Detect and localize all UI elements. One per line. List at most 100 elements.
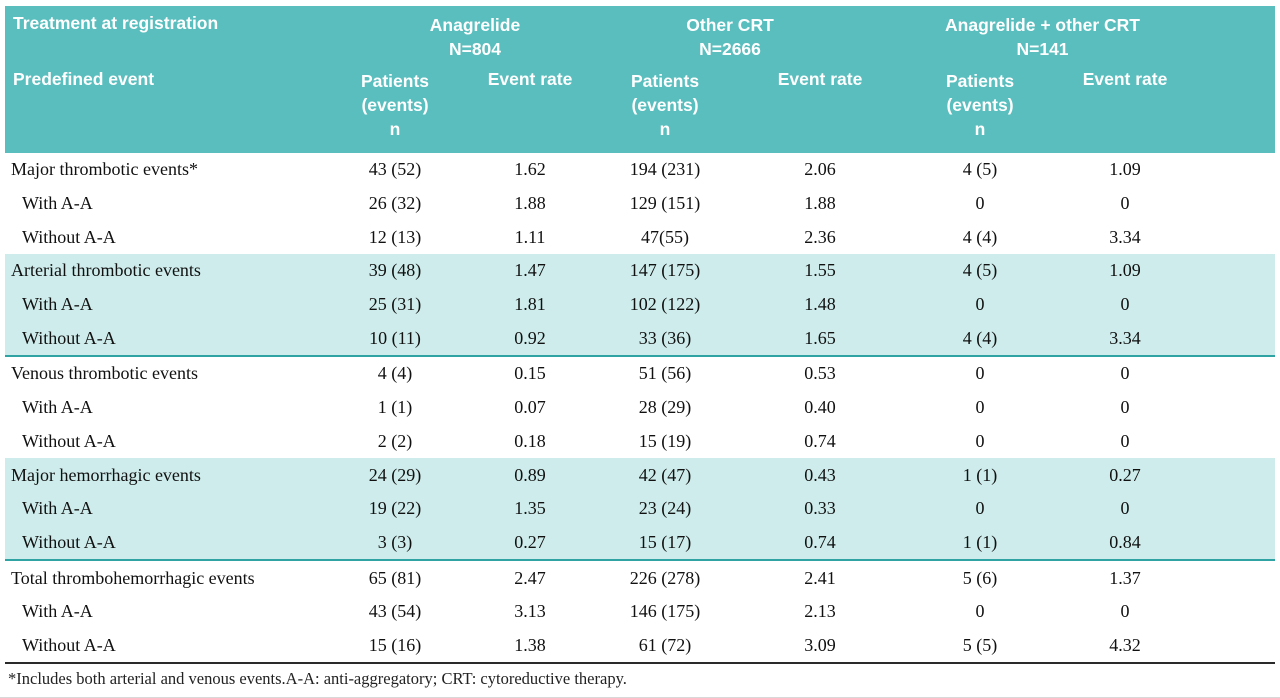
cell-value: 1.48 (720, 287, 921, 322)
cell-value: 0 (1120, 193, 1130, 214)
group-title: Other CRT (686, 15, 774, 35)
cell-value: 0 (1040, 491, 1276, 526)
row-label: Without A-A (22, 226, 116, 247)
header-patients-anagrelide-other-crt: Patients (events) n (920, 69, 1041, 153)
events-line: (events) (946, 95, 1014, 115)
row-label: With A-A (22, 397, 93, 418)
table-row: Arterial thrombotic events 39 (48) 1.47 147… (5, 254, 1276, 288)
cell-value: 0 (975, 601, 985, 622)
footnote: *Includes both arterial and venous event… (8, 669, 627, 689)
cell-value: 2.47 (514, 567, 546, 588)
event-rate-label: Event rate (1082, 69, 1168, 89)
table-header: Treatment at registration Anagrelide N=8… (5, 6, 1276, 153)
n-line: n (389, 119, 401, 139)
table-row: Without A-A 12 (13) 1.11 47(55) 2.36 4 (4) 3.3… (5, 220, 1275, 254)
cell-value: 0.27 (1040, 458, 1276, 492)
cell-value: 4.32 (1040, 628, 1276, 665)
cell-value: 15 (17) (610, 525, 721, 562)
cell-value: 1.88 (514, 193, 546, 214)
cell-value: 2.13 (804, 601, 836, 622)
row-label: Without A-A (5, 628, 340, 665)
cell-value: 10 (11) (340, 321, 450, 358)
cell-value: 1.11 (514, 226, 546, 247)
group-header-other-crt: Other CRT N=2666 (610, 6, 921, 69)
cell-value: 3 (3) (340, 525, 450, 562)
header-predefined-event: Predefined event (5, 69, 340, 153)
cell-value: 3.34 (1109, 226, 1141, 247)
cell-value: 4 (5) (962, 159, 998, 180)
group-n: N=141 (1016, 39, 1069, 59)
cell-value: 15 (19) (638, 430, 692, 451)
table-row: With A-A 1 (1) 0.07 28 (29) 0.40 0 0 (5, 391, 1275, 425)
group-header-anagrelide: Anagrelide N=804 (340, 6, 611, 69)
cell-value: 42 (47) (610, 458, 721, 492)
cell-value: 0.07 (514, 397, 546, 418)
cell-value: 3.09 (720, 628, 921, 665)
cell-value: 0.43 (720, 458, 921, 492)
cell-value: 3.34 (1040, 321, 1276, 358)
cell-value: 0.92 (450, 321, 611, 358)
cell-value: 1.47 (450, 254, 611, 288)
cell-value: 28 (29) (638, 397, 692, 418)
header-patients-anagrelide: Patients (events) n (340, 69, 450, 153)
cell-value: 33 (36) (610, 321, 721, 358)
events-line: (events) (361, 95, 429, 115)
cell-value: 0 (975, 397, 985, 418)
row-label: Venous thrombotic events (11, 363, 198, 384)
row-label: Major thrombotic events* (11, 159, 198, 180)
cell-value: 61 (72) (610, 628, 721, 665)
cell-value: 43 (54) (368, 601, 422, 622)
row-label: With A-A (5, 491, 340, 526)
cell-value: 0 (920, 491, 1041, 526)
cell-value: 51 (56) (638, 363, 692, 384)
group-n: N=804 (448, 39, 502, 59)
cell-value: 19 (22) (340, 491, 450, 526)
cell-value: 0 (975, 193, 985, 214)
cell-value: 4 (4) (377, 363, 413, 384)
cell-value: 2 (2) (377, 430, 413, 451)
table-row: Without A-A 15 (16) 1.38 61 (72) 3.09 5 (5) 4.… (5, 628, 1276, 665)
patients-line: Patients (945, 71, 1015, 91)
cell-value: 47(55) (641, 226, 690, 247)
row-label: With A-A (22, 601, 93, 622)
cell-value: 0.33 (720, 491, 921, 526)
predefined-events-table: Treatment at registration Anagrelide N=8… (5, 6, 1276, 665)
header-event-rate-anagrelide: Event rate (450, 69, 611, 153)
n-line: n (974, 119, 986, 139)
cell-value: 0.74 (804, 430, 836, 451)
cell-value: 65 (81) (368, 567, 422, 588)
header-patients-other-crt: Patients (events) n (610, 69, 721, 153)
table-row: Without A-A 3 (3) 0.27 15 (17) 0.74 1 (1) 0.84 (5, 525, 1276, 562)
table-row: With A-A 26 (32) 1.88 129 (151) 1.88 0 0 (5, 187, 1275, 221)
cell-value: 1.09 (1040, 254, 1276, 288)
treatment-at-registration-label: Treatment at registration (13, 13, 219, 33)
row-label: Arterial thrombotic events (5, 254, 340, 288)
predefined-event-label: Predefined event (13, 69, 155, 89)
cell-value: 226 (278) (629, 567, 701, 588)
row-label: Total thrombohemorrhagic events (11, 567, 255, 588)
cell-value: 39 (48) (340, 254, 450, 288)
table-row: With A-A 43 (54) 3.13 146 (175) 2.13 0 0 (5, 595, 1275, 629)
table-row: Without A-A 2 (2) 0.18 15 (19) 0.74 0 0 (5, 425, 1275, 459)
cell-value: 0.40 (804, 397, 836, 418)
cell-value: 1 (1) (920, 525, 1041, 562)
cell-value: 2.41 (804, 567, 836, 588)
table-body: Major thrombotic events* 43 (52) 1.62 194 (… (5, 153, 1276, 665)
cell-value: 4 (5) (920, 254, 1041, 288)
cell-value: 15 (16) (340, 628, 450, 665)
cell-value: 129 (151) (629, 193, 701, 214)
cell-value: 147 (175) (610, 254, 721, 288)
cell-value: 0.53 (804, 363, 836, 384)
cell-value: 1 (1) (920, 458, 1041, 492)
table-row: Total thrombohemorrhagic events 65 (81) 2.… (5, 560, 1275, 595)
cell-value: 25 (31) (340, 287, 450, 322)
cell-value: 3.13 (514, 601, 546, 622)
group-title: Anagrelide + other CRT (945, 15, 1140, 35)
group-title: Anagrelide (429, 15, 521, 35)
event-rate-label: Event rate (487, 69, 573, 89)
table-row: Major hemorrhagic events 24 (29) 0.89 42 (4… (5, 458, 1276, 492)
cell-value: 2.36 (804, 226, 836, 247)
table-row: With A-A 19 (22) 1.35 23 (24) 0.33 0 0 (5, 491, 1276, 526)
group-n: N=2666 (699, 39, 761, 59)
